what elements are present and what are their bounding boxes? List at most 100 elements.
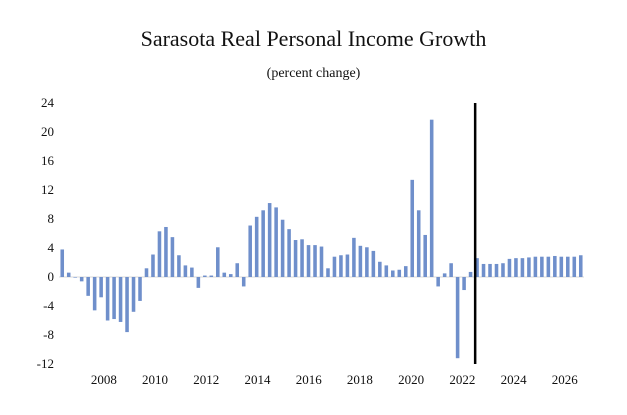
- y-tick-label: -4: [43, 298, 54, 313]
- data-bar: [358, 245, 363, 277]
- y-tick-label: 20: [41, 124, 54, 139]
- data-bar: [442, 273, 447, 278]
- data-bar: [177, 255, 181, 277]
- data-bar: [164, 226, 168, 277]
- data-bar: [319, 246, 324, 277]
- data-bar: [267, 203, 272, 277]
- data-bar: [468, 271, 473, 277]
- data-bar: [300, 239, 304, 277]
- data-bar: [105, 277, 110, 321]
- data-bar: [540, 256, 544, 277]
- data-bar: [190, 267, 194, 277]
- data-bar: [384, 265, 389, 277]
- y-tick-label: 16: [41, 153, 55, 168]
- data-bar: [429, 119, 434, 278]
- data-bar: [345, 254, 350, 277]
- data-bar: [144, 268, 149, 277]
- x-tick-label: 2014: [244, 372, 271, 387]
- y-tick-label: -12: [37, 356, 54, 371]
- data-bar: [287, 229, 291, 277]
- data-bar: [475, 258, 479, 277]
- data-bar: [274, 207, 278, 277]
- data-bar: [170, 237, 175, 278]
- y-tick-label: 0: [48, 269, 55, 284]
- data-bar: [436, 277, 440, 287]
- x-tick-label: 2024: [501, 372, 528, 387]
- data-bar: [533, 256, 538, 277]
- y-tick-label: 8: [48, 211, 55, 226]
- data-bar: [222, 272, 227, 277]
- data-bar: [572, 256, 577, 277]
- data-bar: [306, 245, 311, 277]
- x-tick-label: 2022: [449, 372, 475, 387]
- data-bar: [365, 247, 369, 277]
- y-tick-label: 12: [41, 182, 54, 197]
- data-bar: [183, 265, 188, 277]
- data-bar: [326, 268, 330, 277]
- x-tick-label: 2018: [347, 372, 373, 387]
- x-tick-label: 2020: [398, 372, 424, 387]
- data-bar: [157, 231, 162, 277]
- data-bar: [60, 249, 65, 277]
- data-bar: [514, 258, 518, 277]
- data-bar: [410, 179, 415, 277]
- data-bar: [131, 277, 136, 312]
- data-bar: [209, 275, 214, 277]
- data-bar: [118, 277, 123, 322]
- data-bar: [481, 263, 486, 277]
- data-bar: [391, 270, 395, 277]
- data-bar: [559, 256, 564, 277]
- data-bar: [196, 277, 201, 288]
- data-bar: [241, 277, 246, 287]
- data-bar: [449, 263, 453, 277]
- data-bar: [423, 234, 427, 277]
- data-bar: [313, 245, 317, 277]
- x-tick-label: 2026: [552, 372, 579, 387]
- data-bar: [203, 275, 207, 277]
- x-tick-label: 2016: [296, 372, 323, 387]
- data-bar: [397, 269, 402, 277]
- x-tick-label: 2010: [142, 372, 168, 387]
- x-tick-label: 2008: [91, 372, 117, 387]
- y-tick-label: -8: [43, 327, 54, 342]
- data-bar: [332, 256, 337, 277]
- data-bar: [566, 256, 570, 277]
- chart-subtitle: (percent change): [266, 66, 361, 81]
- data-bar: [403, 266, 408, 278]
- data-bar: [378, 261, 382, 277]
- data-bar: [228, 274, 233, 277]
- data-bar: [507, 258, 512, 278]
- data-bar: [501, 263, 505, 277]
- data-bar: [138, 277, 142, 301]
- data-bar: [125, 277, 129, 333]
- data-bar: [99, 277, 103, 298]
- data-bar: [553, 255, 557, 277]
- data-bar: [280, 219, 285, 277]
- data-bar: [494, 263, 499, 277]
- data-bar: [216, 247, 220, 277]
- data-bar: [520, 258, 525, 277]
- data-bar: [339, 255, 343, 277]
- data-bar: [371, 250, 376, 277]
- data-bar: [578, 255, 583, 277]
- data-bar: [293, 240, 298, 277]
- data-bar: [66, 272, 71, 277]
- data-bar: [92, 277, 97, 311]
- y-tick-label: 24: [41, 95, 55, 110]
- chart-title: Sarasota Real Personal Income Growth: [140, 26, 487, 51]
- data-bar: [546, 256, 551, 277]
- data-bar: [488, 263, 492, 277]
- data-bar: [462, 277, 466, 291]
- data-bar: [455, 277, 460, 359]
- data-bar: [254, 216, 259, 277]
- data-bar: [112, 277, 116, 320]
- data-bar: [352, 237, 356, 277]
- data-bar: [261, 210, 265, 277]
- data-bar: [527, 257, 531, 277]
- data-bar: [416, 210, 421, 277]
- data-bar: [86, 277, 90, 296]
- data-bar: [235, 263, 240, 277]
- data-bar: [79, 277, 84, 282]
- data-bar: [151, 254, 155, 277]
